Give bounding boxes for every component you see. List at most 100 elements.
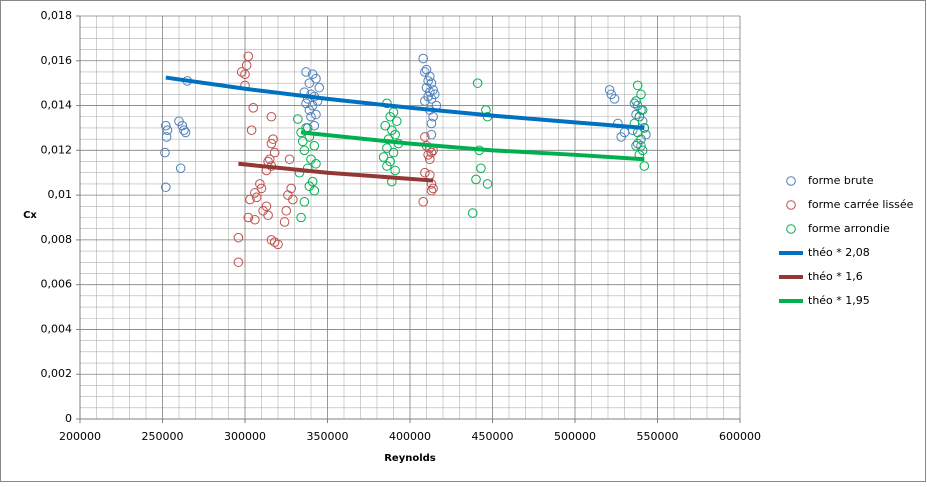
data-point <box>428 183 438 194</box>
data-point <box>297 136 308 147</box>
y-tick-label: 0 <box>65 412 72 425</box>
data-point <box>269 237 280 247</box>
data-point <box>631 109 641 120</box>
data-point <box>264 154 275 165</box>
data-point <box>266 235 277 245</box>
data-point <box>304 78 315 88</box>
y-tick-label: 0,006 <box>41 278 73 291</box>
y-tick-label: 0,016 <box>41 54 73 67</box>
data-point <box>392 116 402 127</box>
data-point <box>604 85 615 95</box>
data-point <box>243 212 254 223</box>
data-point <box>382 161 392 171</box>
legend-label: théo * 2,08 <box>808 246 870 259</box>
trend-line <box>165 75 645 130</box>
data-point <box>251 192 262 203</box>
data-point <box>428 85 438 95</box>
data-point <box>236 67 247 77</box>
x-axis-title: Reynolds <box>384 453 436 464</box>
data-point <box>281 205 292 216</box>
y-axis-title: Cx <box>23 210 37 221</box>
data-point <box>299 197 310 207</box>
x-tick-label: 600000 <box>719 430 761 443</box>
data-point <box>634 111 645 122</box>
trend-line <box>238 161 434 183</box>
data-point <box>616 132 627 142</box>
x-tick-label: 450000 <box>472 430 514 443</box>
data-point <box>266 111 277 122</box>
data-point <box>243 51 254 62</box>
data-point <box>425 87 435 97</box>
data-point <box>382 143 392 153</box>
data-point <box>279 217 290 227</box>
data-point <box>314 82 325 93</box>
data-point <box>162 125 173 135</box>
x-tick-label: 400000 <box>389 430 431 443</box>
data-point <box>378 152 389 162</box>
data-point <box>161 182 171 193</box>
x-tick-label: 300000 <box>224 430 266 443</box>
data-point <box>425 71 435 82</box>
data-point <box>248 102 259 113</box>
data-point <box>636 89 646 100</box>
data-point <box>161 132 172 142</box>
y-tick-label: 0,008 <box>41 233 73 246</box>
data-point <box>299 145 310 156</box>
data-point <box>426 129 437 140</box>
data-point <box>420 167 430 178</box>
data-point <box>256 183 267 194</box>
data-point <box>632 80 643 91</box>
x-tick-label: 500000 <box>554 430 596 443</box>
data-point <box>418 197 429 207</box>
x-tick-label: 200000 <box>59 430 101 443</box>
data-point <box>426 94 437 104</box>
data-point <box>420 96 430 106</box>
data-point <box>311 109 321 120</box>
data-point <box>426 118 437 129</box>
data-point <box>263 210 273 221</box>
data-point <box>245 194 255 205</box>
data-point <box>471 174 481 185</box>
data-point <box>629 98 640 109</box>
y-tick-label: 0,004 <box>41 322 73 335</box>
data-point <box>255 179 265 189</box>
data-point <box>309 185 320 196</box>
data-point <box>476 163 486 174</box>
data-point <box>482 179 493 189</box>
data-point <box>179 125 189 135</box>
y-tick-label: 0,018 <box>41 9 73 22</box>
data-point <box>306 111 316 122</box>
data-point <box>311 158 321 169</box>
data-point <box>388 147 399 158</box>
data-point <box>241 60 252 71</box>
data-point <box>268 134 278 144</box>
data-point <box>246 125 257 135</box>
data-point <box>639 161 650 171</box>
data-point <box>472 78 483 88</box>
legend-marker <box>786 176 796 186</box>
data-point <box>250 214 260 225</box>
x-tick-label: 350000 <box>307 430 349 443</box>
y-tick-label: 0,002 <box>41 367 73 380</box>
data-point <box>426 185 437 196</box>
data-point <box>266 138 277 149</box>
data-point <box>423 76 433 86</box>
data-point <box>390 129 400 140</box>
data-point <box>420 132 430 142</box>
y-tick-label: 0,014 <box>41 99 73 112</box>
data-point <box>250 188 260 198</box>
data-point <box>301 67 311 77</box>
data-point <box>161 120 171 131</box>
data-point <box>284 154 295 165</box>
data-point <box>636 141 646 151</box>
data-point <box>385 111 396 122</box>
data-point <box>425 154 435 165</box>
data-point <box>426 147 437 158</box>
data-point <box>631 96 641 106</box>
data-point <box>428 111 438 122</box>
data-point <box>288 194 298 205</box>
data-point <box>160 147 170 158</box>
legend-label: forme brute <box>808 174 874 187</box>
